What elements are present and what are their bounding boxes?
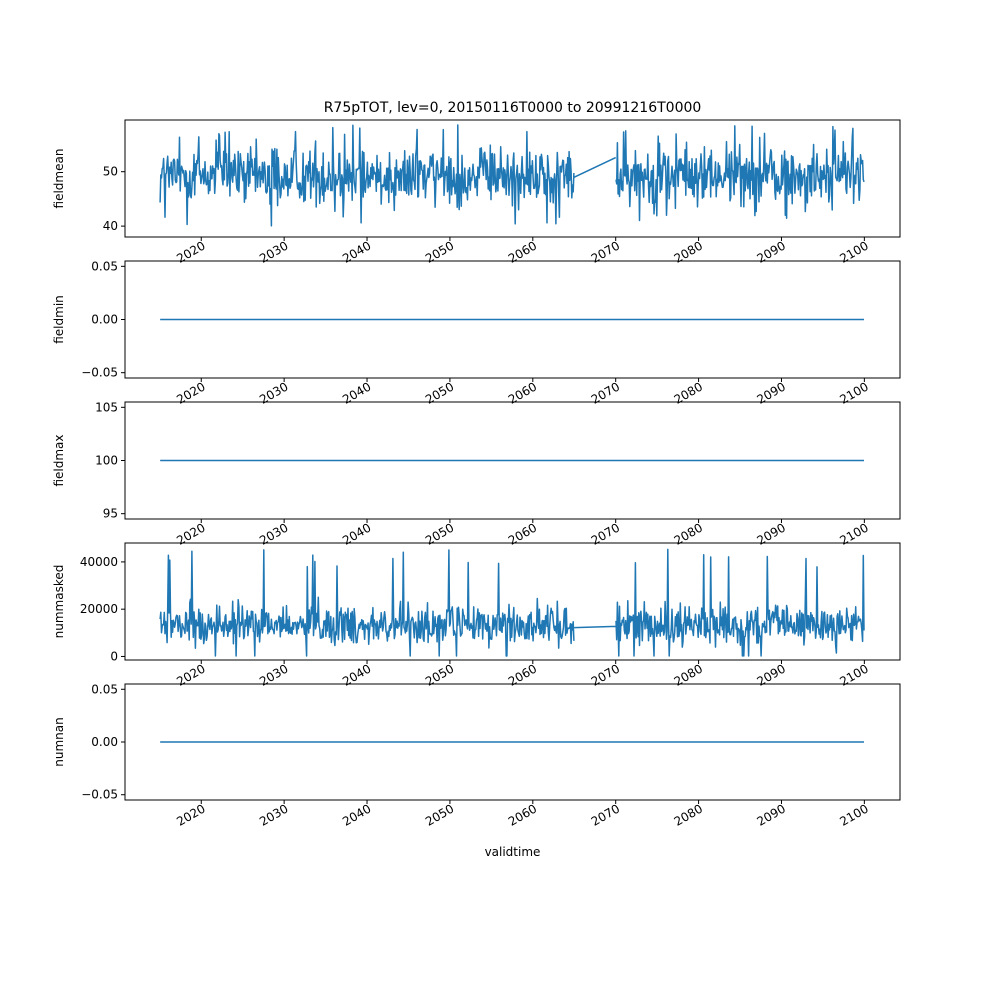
x-tick-label: 2050 — [423, 661, 456, 688]
x-tick-label: 2020 — [174, 379, 207, 406]
x-tick-label: 2070 — [589, 520, 622, 547]
y-axis-label: fieldmean — [52, 149, 66, 209]
x-tick-label: 2070 — [589, 379, 622, 406]
x-tick-label: 2050 — [423, 520, 456, 547]
x-tick-label: 2030 — [257, 661, 290, 688]
y-tick-label: −0.05 — [81, 788, 118, 802]
y-tick-label: 0.05 — [91, 682, 118, 696]
x-tick-label: 2060 — [506, 379, 539, 406]
y-tick-label: 0.05 — [91, 259, 118, 273]
axes-frame — [124, 119, 901, 238]
axes-frame — [124, 542, 901, 661]
x-tick-label: 2040 — [340, 520, 373, 547]
series-line — [159, 124, 865, 227]
x-tick-label: 2090 — [755, 238, 788, 265]
x-tick-label: 2030 — [257, 379, 290, 406]
x-tick-label: 2060 — [506, 520, 539, 547]
x-tick-label: 2040 — [340, 238, 373, 265]
x-tick-label: 2040 — [340, 801, 373, 828]
y-tick-label: 50 — [103, 165, 118, 179]
x-tick-label: 2070 — [589, 661, 622, 688]
x-tick-label: 2040 — [340, 661, 373, 688]
x-tick-label: 2090 — [755, 379, 788, 406]
subplot-fieldmean: 40 50 2020 2030 2040 2050 2060 2070 2080 2090 2100… — [52, 119, 901, 266]
x-tick-label: 2060 — [506, 801, 539, 828]
x-tick-label: 2070 — [589, 801, 622, 828]
y-tick-label: 40 — [103, 219, 118, 233]
x-tick-label: 2100 — [837, 801, 870, 828]
subplot-numnan: −0.05 0.00 0.05 2020 2030 2040 2050 2060 2070 208… — [52, 682, 901, 829]
chart-title: R75pTOT, lev=0, 20150116T0000 to 2099121… — [324, 100, 702, 116]
x-tick-label: 2050 — [423, 238, 456, 265]
y-axis-label: fieldmin — [52, 295, 66, 344]
y-tick-label: 95 — [103, 507, 118, 521]
x-tick-label: 2060 — [506, 238, 539, 265]
y-tick-label: 0 — [110, 649, 118, 663]
x-tick-label: 2020 — [174, 520, 207, 547]
x-tick-label: 2020 — [174, 801, 207, 828]
x-tick-label: 2080 — [672, 520, 705, 547]
x-tick-label: 2030 — [257, 520, 290, 547]
series-line — [159, 548, 865, 657]
x-axis-label: validtime — [485, 845, 541, 859]
x-tick-label: 2080 — [672, 661, 705, 688]
x-tick-label: 2080 — [672, 801, 705, 828]
y-tick-label: 0.00 — [91, 313, 118, 327]
x-tick-label: 2060 — [506, 661, 539, 688]
y-tick-label: −0.05 — [81, 366, 118, 380]
y-axis-label: nummasked — [52, 565, 66, 639]
y-tick-label: 40000 — [80, 555, 118, 569]
x-tick-label: 2100 — [837, 379, 870, 406]
y-tick-label: 105 — [95, 400, 118, 414]
y-tick-label: 20000 — [80, 602, 118, 616]
x-tick-label: 2100 — [837, 520, 870, 547]
x-tick-label: 2080 — [672, 379, 705, 406]
x-tick-label: 2050 — [423, 379, 456, 406]
x-tick-label: 2090 — [755, 661, 788, 688]
x-tick-label: 2020 — [174, 661, 207, 688]
x-tick-label: 2070 — [589, 238, 622, 265]
x-tick-label: 2030 — [257, 238, 290, 265]
x-tick-label: 2100 — [837, 238, 870, 265]
x-tick-label: 2100 — [837, 661, 870, 688]
x-tick-label: 2080 — [672, 238, 705, 265]
y-tick-label: 100 — [95, 454, 118, 468]
y-axis-label: fieldmax — [52, 434, 66, 486]
x-tick-label: 2090 — [755, 801, 788, 828]
x-tick-label: 2020 — [174, 238, 207, 265]
x-tick-label: 2090 — [755, 520, 788, 547]
subplot-fieldmin: −0.05 0.00 0.05 2020 2030 2040 2050 2060 2070 208… — [52, 259, 901, 407]
y-axis-label: numnan — [52, 717, 66, 766]
subplot-nummasked: 0 20000 40000 2020 2030 2040 2050 2060 2070 2080 2… — [52, 542, 901, 689]
x-tick-label: 2040 — [340, 379, 373, 406]
x-tick-label: 2050 — [423, 801, 456, 828]
subplots: 40 50 2020 2030 2040 2050 2060 2070 2080 2090 2100… — [52, 119, 901, 829]
x-tick-label: 2030 — [257, 801, 290, 828]
y-tick-label: 0.00 — [91, 735, 118, 749]
subplot-fieldmax: 95 100 105 2020 2030 2040 2050 2060 2070 2080 2090… — [52, 400, 901, 548]
